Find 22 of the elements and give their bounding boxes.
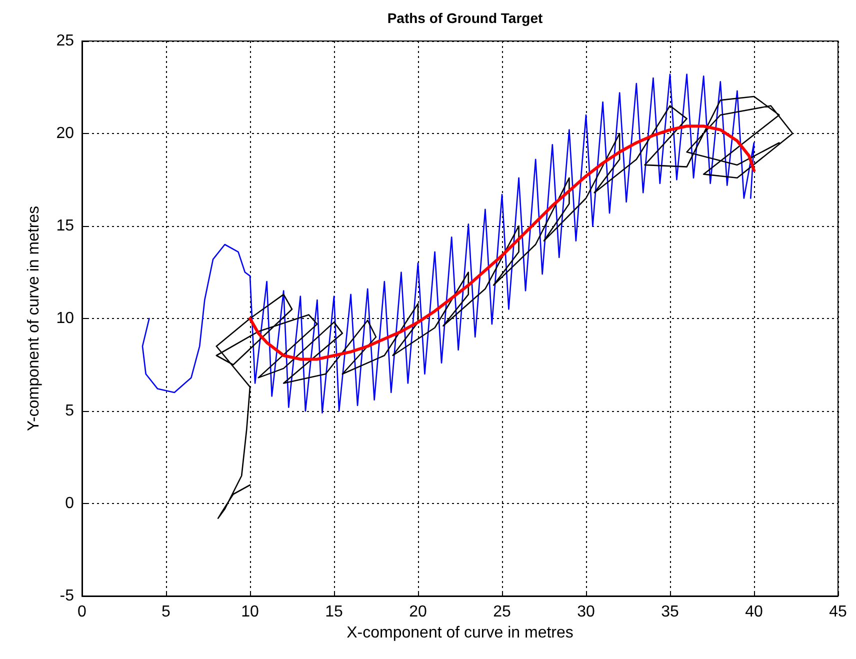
x-tick-label: 10	[241, 604, 259, 620]
y-tick-label: 0	[65, 495, 74, 512]
x-tick-label: 0	[78, 604, 87, 620]
y-tick-label: 5	[65, 402, 74, 420]
line-series	[248, 124, 756, 361]
x-axis-title: X-component of curve in metres	[346, 624, 574, 642]
y-tick-label: 15	[56, 218, 74, 234]
y-tick-label: 25	[56, 32, 74, 50]
x-tick-label: 20	[409, 604, 427, 620]
y-tick-label: -5	[60, 588, 74, 604]
x-tick-label: 45	[829, 604, 847, 620]
x-tick-label: 15	[325, 604, 343, 620]
y-tick-label: 10	[56, 310, 74, 327]
x-tick-label: 5	[162, 604, 171, 620]
x-tick-label: 25	[493, 604, 511, 620]
x-tick-label: 30	[577, 604, 595, 620]
y-axis-title: Y-component of curve in metres	[26, 206, 42, 432]
chart-title: Paths of Ground Target	[387, 10, 543, 26]
y-tick-label: 20	[56, 125, 74, 142]
x-tick-label: 40	[745, 604, 763, 620]
x-tick-label: 35	[661, 604, 679, 620]
line-series	[142, 74, 755, 414]
